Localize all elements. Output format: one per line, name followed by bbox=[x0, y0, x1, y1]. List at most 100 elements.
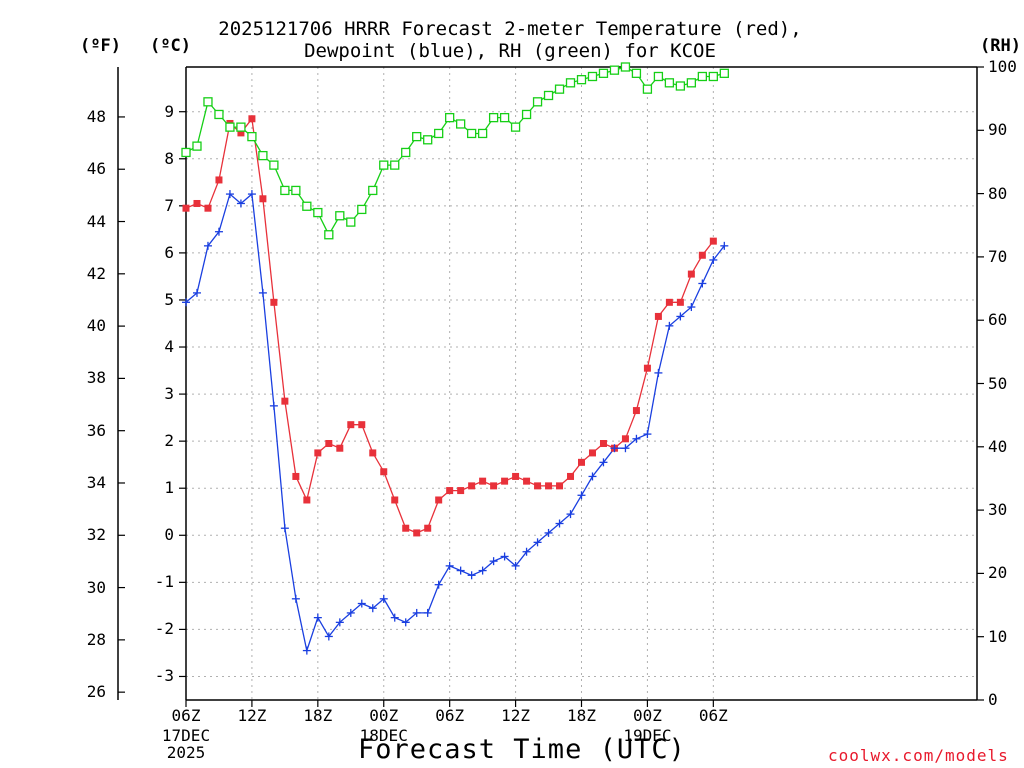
dewpoint-marker bbox=[610, 444, 619, 453]
x-tick-label: 06Z bbox=[435, 706, 465, 725]
axes bbox=[117, 66, 984, 707]
rh-marker bbox=[466, 128, 477, 139]
rh-marker bbox=[357, 204, 367, 215]
dewpoint-marker bbox=[335, 618, 344, 627]
rh-marker bbox=[368, 185, 378, 196]
rh-tick-label: 50 bbox=[988, 373, 1008, 393]
dewpoint-marker bbox=[313, 613, 322, 622]
rh-marker bbox=[335, 211, 345, 221]
rh-marker bbox=[631, 68, 642, 78]
dewpoint-marker bbox=[291, 594, 300, 603]
x-tick-label: 18Z bbox=[303, 706, 333, 725]
rh-marker bbox=[576, 75, 587, 85]
fahrenheit-tick-label: 44 bbox=[86, 211, 106, 231]
rh-marker bbox=[620, 62, 631, 72]
rh-marker bbox=[390, 160, 400, 170]
rh-marker bbox=[181, 147, 191, 158]
rh-marker bbox=[686, 78, 697, 88]
dewpoint-marker bbox=[214, 227, 223, 236]
dewpoint-marker bbox=[467, 571, 476, 580]
rh-marker bbox=[247, 131, 257, 142]
temp-marker bbox=[578, 458, 585, 466]
rh-marker bbox=[302, 201, 312, 211]
dewpoint-marker bbox=[489, 557, 498, 566]
rh-tick-label: 40 bbox=[988, 436, 1008, 456]
temp-marker bbox=[193, 199, 201, 207]
dewpoint-marker bbox=[192, 288, 201, 297]
celsius-tick-label: 8 bbox=[164, 148, 174, 168]
celsius-tick-label: 3 bbox=[164, 384, 174, 404]
x-date-label: 18DEC bbox=[359, 726, 408, 745]
grid-lines bbox=[186, 67, 977, 700]
temp-marker bbox=[665, 298, 673, 306]
dewpoint-marker bbox=[500, 552, 509, 561]
rh-marker bbox=[598, 68, 609, 78]
dewpoint-marker bbox=[588, 472, 597, 481]
rh-marker bbox=[401, 147, 411, 158]
rh-marker bbox=[434, 128, 444, 139]
temp-marker bbox=[512, 472, 520, 480]
rh-marker bbox=[609, 65, 620, 75]
fahrenheit-tick-label: 48 bbox=[86, 106, 106, 126]
dewpoint-marker bbox=[566, 510, 575, 519]
dewpoint-marker bbox=[698, 279, 707, 288]
x-tick-label: 00Z bbox=[632, 706, 662, 725]
rh-marker bbox=[412, 131, 422, 142]
fahrenheit-tick-label: 30 bbox=[86, 577, 106, 597]
temp-marker bbox=[632, 407, 640, 415]
dewpoint-marker bbox=[599, 458, 608, 467]
temp-marker bbox=[303, 496, 311, 504]
celsius-unit-label: (ºC) bbox=[150, 36, 191, 56]
temp-marker bbox=[413, 529, 421, 537]
temp-marker bbox=[599, 440, 607, 448]
rh-marker bbox=[708, 71, 718, 82]
rh-marker bbox=[499, 112, 510, 123]
dewpoint-marker bbox=[643, 430, 652, 439]
x-date-label: 19DEC bbox=[623, 726, 672, 745]
dewpoint-marker bbox=[258, 288, 267, 297]
fahrenheit-tick-label: 28 bbox=[86, 629, 106, 649]
celsius-tick-label: 7 bbox=[164, 195, 174, 215]
dewpoint-marker bbox=[687, 303, 696, 312]
temp-marker bbox=[424, 524, 432, 532]
rh-marker bbox=[313, 207, 323, 218]
rh-marker bbox=[236, 122, 246, 132]
temp-marker bbox=[325, 440, 333, 448]
series-markers bbox=[181, 62, 729, 655]
celsius-tick-label: 1 bbox=[164, 478, 174, 498]
temp-marker bbox=[369, 449, 377, 457]
rh-tick-label: 10 bbox=[988, 626, 1008, 646]
credit-text: coolwx.com/models bbox=[828, 746, 1009, 765]
dewpoint-marker bbox=[654, 368, 663, 377]
temp-marker bbox=[687, 270, 695, 278]
rh-unit-label: (RH) bbox=[980, 36, 1021, 56]
x-date-label: 17DEC 2025 bbox=[161, 726, 211, 762]
temp-marker bbox=[237, 129, 245, 137]
dewpoint-marker bbox=[632, 434, 641, 443]
dewpoint-marker bbox=[324, 632, 333, 641]
temp-marker bbox=[709, 237, 717, 245]
rh-marker bbox=[456, 119, 466, 129]
rh-marker bbox=[379, 160, 389, 170]
rh-marker bbox=[269, 160, 279, 170]
rh-marker bbox=[532, 97, 543, 107]
temp-marker bbox=[545, 482, 553, 490]
chart-title-line-1: 2025121706 HRRR Forecast 2-meter Tempera… bbox=[218, 18, 802, 40]
dewpoint-marker bbox=[478, 566, 487, 575]
temp-marker bbox=[435, 496, 443, 504]
rh-marker bbox=[587, 71, 598, 82]
rh-marker bbox=[291, 185, 301, 196]
temp-marker bbox=[567, 472, 575, 480]
rh-marker bbox=[664, 78, 675, 88]
dewpoint-marker bbox=[720, 241, 729, 250]
rh-marker bbox=[675, 81, 686, 91]
dewpoint-marker bbox=[182, 298, 190, 307]
temp-marker bbox=[347, 421, 355, 429]
rh-marker bbox=[445, 112, 455, 123]
fahrenheit-tick-label: 32 bbox=[86, 525, 106, 545]
rh-marker bbox=[719, 68, 729, 78]
rh-tick-label: 90 bbox=[988, 120, 1008, 140]
rh-marker bbox=[258, 150, 268, 161]
temp-marker bbox=[204, 204, 212, 212]
rh-marker bbox=[554, 84, 565, 94]
